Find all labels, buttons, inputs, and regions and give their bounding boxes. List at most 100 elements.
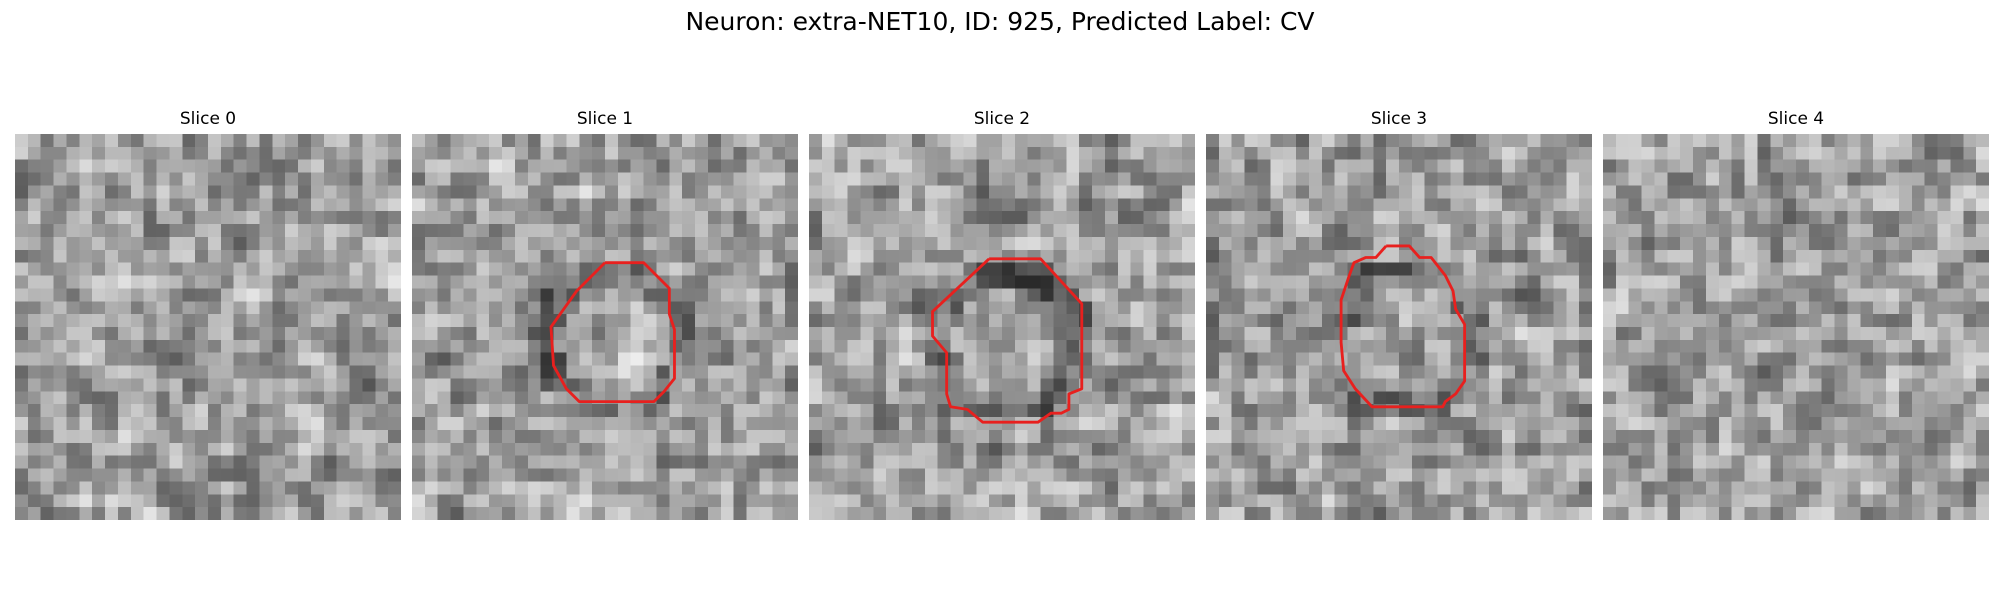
pixel [195,391,209,405]
pixel [40,146,54,160]
pixel [1731,468,1745,482]
pixel [1937,365,1951,379]
pixel [834,275,848,289]
pixel [695,417,709,431]
pixel [1411,507,1425,520]
pixel [1744,159,1758,173]
pixel [1169,365,1183,379]
pixel [1847,468,1861,482]
pixel [1321,417,1335,431]
pixel [259,146,273,160]
pixel [1386,134,1400,148]
pixel [1092,455,1106,469]
pixel [450,442,464,456]
pixel [1527,185,1541,199]
pixel [143,262,157,276]
pixel [1130,468,1144,482]
pixel [707,185,722,199]
pixel [1770,494,1784,508]
pixel [336,146,350,160]
pixel [208,211,222,225]
pixel [630,494,644,508]
pixel [630,288,644,302]
pixel [1321,249,1335,263]
pixel [860,339,874,353]
pixel [1130,507,1144,520]
pixel [1143,455,1157,469]
pixel [323,327,337,341]
pixel [259,159,273,173]
pixel [886,352,900,366]
pixel [630,224,644,238]
pixel [233,378,247,392]
pixel [733,455,747,469]
pixel [40,172,54,186]
pixel [1373,352,1387,366]
pixel [1950,249,1964,263]
pixel [1834,211,1848,225]
pixel [1553,134,1567,148]
pixel [772,236,786,251]
pixel [1718,198,1732,212]
pixel [1757,262,1771,276]
pixel [1950,481,1964,495]
pixel [1169,442,1183,456]
pixel [1847,404,1861,418]
pixel [617,301,631,315]
pixel [1450,185,1464,199]
pixel [1911,391,1925,405]
pixel [310,288,325,302]
pixel [66,404,80,418]
pixel [195,185,209,199]
pixel [1860,442,1874,456]
pixel [375,185,389,199]
pixel [630,301,644,315]
pixel [911,172,926,186]
pixel [847,249,861,263]
pixel [130,236,144,251]
pixel [695,301,709,315]
pixel [1411,417,1425,431]
pixel [950,417,964,431]
pixel [682,494,696,508]
pixel [785,262,798,276]
pixel [1206,494,1220,508]
pixel [834,378,848,392]
pixel [53,314,67,328]
pixel [1450,146,1464,160]
pixel [208,249,222,263]
pixel [1705,378,1720,392]
pixel [1963,417,1977,431]
pixel [182,236,196,251]
pixel [847,185,861,199]
pixel [1615,249,1629,263]
pixel [1079,224,1093,238]
pixel [1757,146,1771,160]
pixel [720,378,734,392]
pixel [502,262,516,276]
pixel [821,481,835,495]
pixel [195,249,209,263]
pixel [540,134,554,148]
pixel [285,172,299,186]
pixel [1156,185,1170,199]
pixel [1130,391,1144,405]
pixel [1566,365,1580,379]
pixel [1911,159,1925,173]
pixel [285,185,299,199]
pixel [502,442,516,456]
pixel [450,224,464,238]
pixel [1680,391,1694,405]
pixel [1399,288,1413,302]
pixel [759,275,773,289]
pixel [450,288,464,302]
pixel [259,507,273,520]
pixel [834,262,848,276]
pixel [514,262,529,276]
pixel [1206,481,1220,495]
pixel [707,404,722,418]
pixel [27,301,41,315]
pixel [963,391,977,405]
pixel [105,339,119,353]
pixel [1066,249,1080,263]
